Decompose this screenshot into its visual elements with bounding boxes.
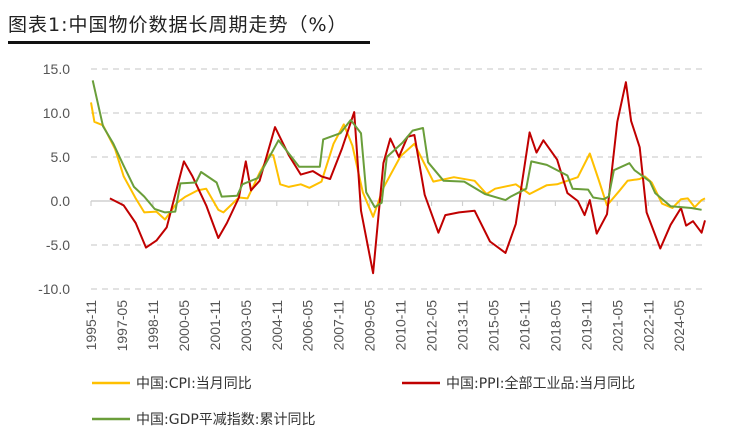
y-tick-label: 10.0 xyxy=(43,105,70,121)
series-line-1 xyxy=(90,102,706,221)
title-underline xyxy=(8,41,370,44)
series-line-2 xyxy=(109,81,706,275)
x-tick-label: 2007-11 xyxy=(331,300,347,351)
x-tick-label: 2022-11 xyxy=(640,300,656,351)
x-tick-label: 2019-11 xyxy=(578,300,594,351)
x-tick-label: 2018-05 xyxy=(547,300,563,352)
x-tick-label: 2012-05 xyxy=(424,300,440,352)
x-tick-label: 2006-05 xyxy=(300,300,316,352)
x-tick-label: 1998-11 xyxy=(145,300,161,351)
series-line-3 xyxy=(91,80,702,214)
x-tick-label: 2015-05 xyxy=(485,300,501,352)
x-tick-label: 2003-05 xyxy=(238,300,254,352)
chart-title: 图表1:中国物价数据长周期走势（%） xyxy=(8,14,348,36)
legend-label: 中国:PPI:全部工业品:当月同比 xyxy=(446,375,635,392)
x-tick-label: 2004-11 xyxy=(269,300,285,351)
x-tick-label: 2024-05 xyxy=(671,300,687,352)
x-tick-label: 2016-11 xyxy=(516,300,532,351)
x-tick-label: 2010-11 xyxy=(393,300,409,351)
y-tick-label: 15.0 xyxy=(43,61,70,77)
x-tick-label: 1997-05 xyxy=(114,300,130,352)
x-tick-label: 2013-11 xyxy=(455,300,471,351)
legend-label: 中国:GDP平减指数:累计同比 xyxy=(136,412,316,428)
y-tick-label: 0.0 xyxy=(51,193,71,209)
x-tick-label: 2021-05 xyxy=(609,300,625,352)
x-tick-label: 1995-11 xyxy=(83,300,99,351)
y-tick-label: 5.0 xyxy=(51,149,71,165)
x-tick-label: 2001-11 xyxy=(207,300,223,351)
y-tick-label: -5.0 xyxy=(46,237,70,253)
y-tick-label: -10.0 xyxy=(38,281,70,297)
x-tick-label: 2009-05 xyxy=(362,300,378,352)
legend-label: 中国:CPI:当月同比 xyxy=(136,376,252,392)
x-tick-label: 2000-05 xyxy=(176,300,192,352)
